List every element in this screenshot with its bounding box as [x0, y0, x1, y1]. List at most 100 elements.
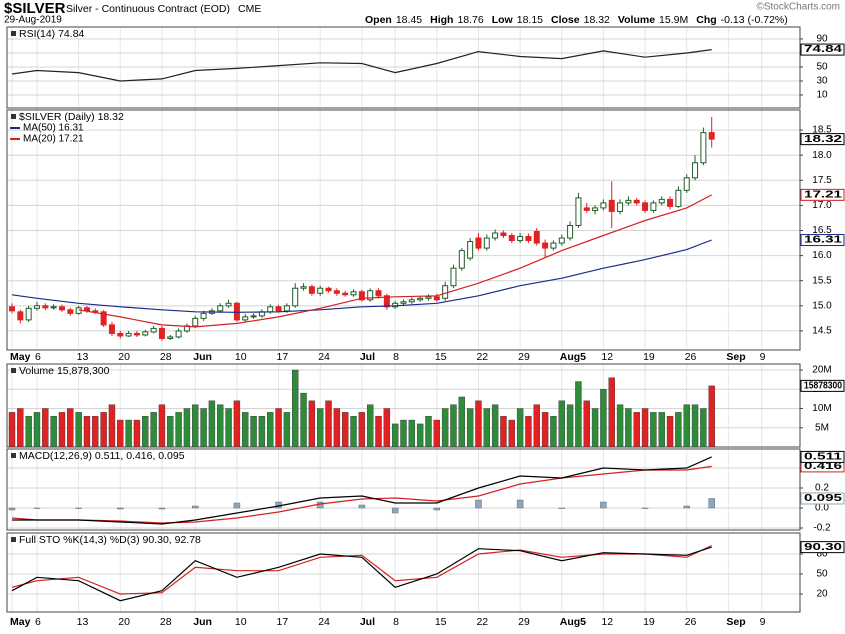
- x-tick-label: 22: [476, 616, 488, 628]
- candle-body: [675, 189, 682, 207]
- y-tick-label: 17.0: [812, 200, 832, 211]
- volume-bar: [75, 412, 82, 448]
- value-tag: 17.21: [804, 189, 843, 200]
- exchange: CME: [238, 3, 261, 15]
- volume-bar: [616, 404, 624, 448]
- quote-label: Chg: [696, 14, 716, 26]
- volume-bar: [575, 381, 582, 448]
- candle-body: [442, 285, 449, 299]
- volume-bar: [267, 412, 274, 448]
- legend-entry: MA(50) 16.31: [23, 123, 84, 134]
- candle-body: [658, 198, 665, 204]
- volume-bar: [525, 416, 532, 448]
- volume-bar: [8, 412, 16, 448]
- candle-body: [167, 336, 174, 339]
- histogram-bar: [192, 505, 199, 509]
- volume-bar: [208, 400, 216, 448]
- histogram-bar: [600, 501, 607, 509]
- series-line: [11, 465, 712, 524]
- volume-bar: [158, 404, 166, 448]
- candle-body: [467, 241, 474, 259]
- volume-bar: [25, 416, 32, 448]
- candle-body: [67, 309, 74, 314]
- x-tick-label: 20: [118, 351, 130, 363]
- candle-body: [350, 291, 357, 296]
- x-tick-label: 24: [318, 351, 330, 363]
- volume-bar: [541, 412, 549, 448]
- quote: Open 18.45 High 18.76 Low 18.15 Close 18.32 Volu…: [365, 14, 788, 26]
- volume-bar: [683, 404, 690, 448]
- series-line: [11, 239, 712, 313]
- value-tag-box: [800, 541, 845, 554]
- y-tick-label: 18.0: [812, 150, 832, 161]
- candle-body: [550, 242, 557, 249]
- candle-body: [142, 331, 149, 336]
- candle-body: [608, 199, 615, 212]
- x-tick-label: 17: [277, 616, 289, 628]
- volume-bar: [341, 412, 349, 448]
- quote-label: High: [430, 14, 453, 26]
- volume-bar: [475, 400, 482, 448]
- panel-title: MACD(12,26,9) 0.511, 0.416, 0.095: [19, 450, 185, 462]
- volume-bar: [558, 400, 565, 448]
- x-tick-label: May: [10, 616, 31, 628]
- y-tick-label: 50: [816, 569, 828, 580]
- volume-bar: [17, 408, 24, 448]
- series-line: [11, 546, 712, 602]
- candle-body: [342, 292, 349, 296]
- value-tag: 16.31: [804, 235, 843, 246]
- volume-bar: [466, 408, 474, 448]
- x-tick-label: 19: [643, 616, 655, 628]
- volume-bar: [500, 416, 507, 448]
- volume-bar: [700, 408, 707, 448]
- volume-bar: [625, 408, 632, 448]
- volume-bar: [366, 404, 374, 448]
- x-tick-label: Jun: [193, 616, 212, 628]
- candle-body: [192, 317, 199, 327]
- y-tick-label: 15.0: [812, 300, 832, 311]
- panel-title: Full STO %K(14,3) %D(3) 90.30, 92.78: [19, 534, 201, 546]
- quote-value: 18.76: [457, 14, 483, 26]
- candle-body: [500, 232, 507, 237]
- candle-body: [375, 290, 382, 297]
- x-tick-label: 15: [435, 616, 447, 628]
- volume-bar: [600, 389, 607, 448]
- candle-body: [425, 296, 432, 299]
- volume-bar: [117, 419, 124, 448]
- source: ©StockCharts.com: [756, 2, 840, 13]
- candle-body: [92, 310, 99, 313]
- candle-body: [492, 232, 499, 239]
- volume-bar: [441, 408, 449, 448]
- volume-bar: [108, 404, 116, 448]
- volume-bar: [691, 404, 699, 448]
- candle-body: [542, 242, 549, 249]
- volume-bar: [308, 400, 316, 448]
- value-tag-box: [800, 133, 845, 146]
- y-tick-label: 10: [816, 90, 828, 101]
- x-tick-label: 6: [35, 616, 41, 628]
- quote-value: 18.45: [396, 14, 422, 26]
- volume-bar: [317, 408, 324, 448]
- candle-body: [575, 197, 582, 226]
- candle-body: [400, 301, 407, 304]
- candle-body: [625, 199, 632, 204]
- candle-body: [417, 297, 424, 301]
- panel-title: RSI(14) 74.84: [19, 28, 85, 40]
- candle-body: [25, 307, 32, 321]
- volume-bar: [42, 408, 49, 448]
- volume-bar: [375, 416, 382, 448]
- candle-body: [483, 237, 490, 249]
- quote-label: Open: [365, 14, 392, 26]
- x-tick-label: 8: [393, 351, 399, 363]
- volume-bar: [100, 412, 107, 448]
- candle-body: [708, 132, 715, 140]
- value-tag-box: [800, 492, 845, 505]
- volume-bar: [217, 404, 224, 448]
- candle-body: [217, 305, 224, 312]
- quote-value: 15.9M: [659, 14, 688, 26]
- volume-bar: [633, 412, 640, 448]
- volume-bar: [350, 416, 357, 448]
- value-tag-box: [800, 234, 845, 247]
